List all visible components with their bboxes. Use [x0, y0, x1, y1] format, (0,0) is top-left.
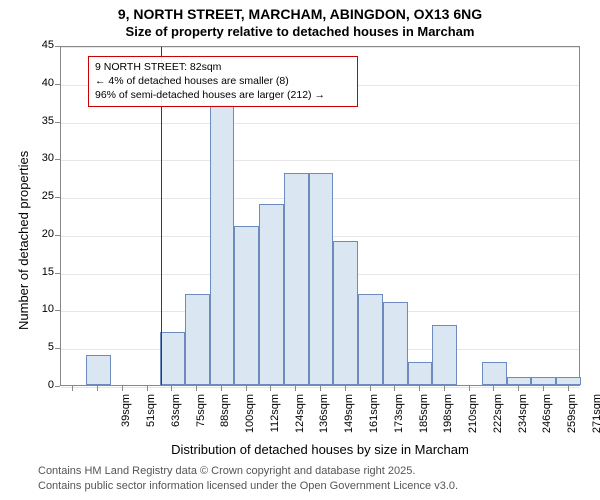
y-tick-mark	[55, 197, 60, 198]
x-tick-mark	[196, 386, 197, 391]
x-axis-label: Distribution of detached houses by size …	[60, 442, 580, 457]
gridline	[61, 160, 579, 161]
histogram-bar	[210, 105, 235, 385]
annotation-box: 9 NORTH STREET: 82sqm ← 4% of detached h…	[88, 56, 358, 107]
x-tick-mark	[270, 386, 271, 391]
x-tick-label: 210sqm	[467, 394, 479, 444]
y-tick-mark	[55, 122, 60, 123]
histogram-bar	[185, 294, 210, 385]
annotation-line-1: 9 NORTH STREET: 82sqm	[95, 60, 351, 74]
x-tick-mark	[543, 386, 544, 391]
x-tick-mark	[469, 386, 470, 391]
x-tick-mark	[370, 386, 371, 391]
y-tick-mark	[55, 46, 60, 47]
annotation-line-3: 96% of semi-detached houses are larger (…	[95, 88, 351, 102]
x-tick-mark	[419, 386, 420, 391]
x-tick-label: 161sqm	[368, 394, 380, 444]
x-tick-label: 100sqm	[244, 394, 256, 444]
histogram-bar	[482, 362, 507, 385]
footer-line-2: Contains public sector information licen…	[38, 479, 458, 494]
y-tick-mark	[55, 273, 60, 274]
x-tick-label: 271sqm	[591, 394, 600, 444]
y-tick-mark	[55, 386, 60, 387]
x-tick-label: 222sqm	[492, 394, 504, 444]
x-tick-label: 149sqm	[343, 394, 355, 444]
x-tick-mark	[493, 386, 494, 391]
x-tick-mark	[221, 386, 222, 391]
x-tick-label: 198sqm	[442, 394, 454, 444]
annotation-line-2: ← 4% of detached houses are smaller (8)	[95, 74, 351, 88]
x-tick-label: 88sqm	[219, 394, 231, 444]
chart-title-2: Size of property relative to detached ho…	[0, 24, 600, 39]
x-tick-label: 173sqm	[393, 394, 405, 444]
x-tick-mark	[345, 386, 346, 391]
y-tick-mark	[55, 310, 60, 311]
histogram-bar	[408, 362, 433, 385]
histogram-bar	[309, 173, 334, 385]
y-tick-mark	[55, 235, 60, 236]
x-tick-label: 51sqm	[145, 394, 157, 444]
histogram-bar	[234, 226, 259, 385]
histogram-bar	[432, 325, 457, 385]
chart-title-1: 9, NORTH STREET, MARCHAM, ABINGDON, OX13…	[0, 6, 600, 22]
histogram-bar	[556, 377, 581, 385]
histogram-bar	[86, 355, 111, 385]
y-tick-label: 10	[32, 303, 54, 315]
x-tick-mark	[444, 386, 445, 391]
gridline	[61, 123, 579, 124]
histogram-bar	[507, 377, 532, 385]
x-tick-label: 136sqm	[318, 394, 330, 444]
y-tick-label: 20	[32, 228, 54, 240]
x-tick-label: 259sqm	[566, 394, 578, 444]
footer-credits: Contains HM Land Registry data © Crown c…	[38, 464, 458, 494]
x-tick-label: 185sqm	[418, 394, 430, 444]
y-axis-label: Number of detached properties	[16, 151, 31, 330]
y-tick-mark	[55, 348, 60, 349]
x-tick-mark	[568, 386, 569, 391]
footer-line-1: Contains HM Land Registry data © Crown c…	[38, 464, 458, 479]
x-tick-mark	[72, 386, 73, 391]
histogram-bar	[160, 332, 185, 385]
y-tick-mark	[55, 159, 60, 160]
y-tick-label: 30	[32, 152, 54, 164]
x-tick-mark	[171, 386, 172, 391]
y-tick-label: 35	[32, 115, 54, 127]
histogram-bar	[259, 204, 284, 385]
x-tick-label: 246sqm	[541, 394, 553, 444]
y-tick-label: 45	[32, 39, 54, 51]
x-tick-label: 112sqm	[269, 394, 281, 444]
x-tick-mark	[518, 386, 519, 391]
y-tick-label: 40	[32, 77, 54, 89]
x-tick-label: 75sqm	[195, 394, 207, 444]
y-tick-label: 0	[32, 379, 54, 391]
y-tick-label: 15	[32, 266, 54, 278]
x-tick-mark	[295, 386, 296, 391]
y-tick-label: 5	[32, 341, 54, 353]
x-tick-mark	[320, 386, 321, 391]
x-tick-mark	[97, 386, 98, 391]
gridline	[61, 47, 579, 48]
x-tick-mark	[246, 386, 247, 391]
x-tick-mark	[394, 386, 395, 391]
histogram-bar	[284, 173, 309, 385]
histogram-bar	[531, 377, 556, 385]
x-tick-label: 234sqm	[517, 394, 529, 444]
x-tick-label: 63sqm	[170, 394, 182, 444]
x-tick-label: 124sqm	[294, 394, 306, 444]
x-tick-mark	[122, 386, 123, 391]
histogram-bar	[333, 241, 358, 385]
histogram-bar	[383, 302, 408, 385]
y-tick-mark	[55, 84, 60, 85]
x-tick-mark	[147, 386, 148, 391]
histogram-bar	[358, 294, 383, 385]
y-tick-label: 25	[32, 190, 54, 202]
chart-container: 9, NORTH STREET, MARCHAM, ABINGDON, OX13…	[0, 0, 600, 500]
x-tick-label: 39sqm	[120, 394, 132, 444]
